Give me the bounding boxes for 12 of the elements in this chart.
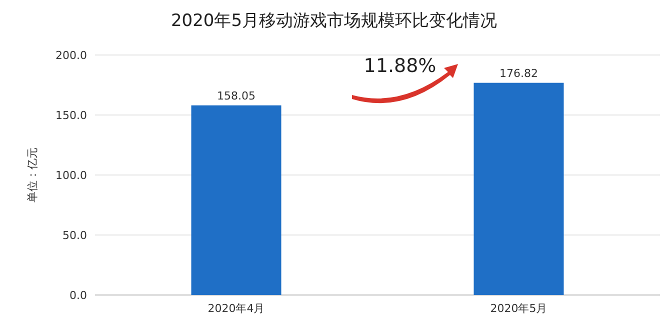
y-tick-label: 200.0 — [56, 49, 87, 62]
chart-title: 2020年5月移动游戏市场规模环比变化情况 — [170, 11, 498, 31]
y-tick-label: 0.0 — [70, 289, 87, 302]
y-tick-label: 50.0 — [62, 229, 87, 242]
y-tick-label: 100.0 — [56, 169, 87, 182]
x-tick-label: 2020年4月 — [208, 302, 265, 315]
data-label: 176.82 — [500, 66, 538, 80]
x-tick-label: 2020年5月 — [490, 302, 548, 315]
y-axis-title: 单位：亿元 — [26, 148, 39, 202]
annotation: 11.88% — [364, 55, 436, 77]
data-label: 158.05 — [217, 89, 256, 102]
y-tick-label: 150.0 — [56, 109, 87, 122]
